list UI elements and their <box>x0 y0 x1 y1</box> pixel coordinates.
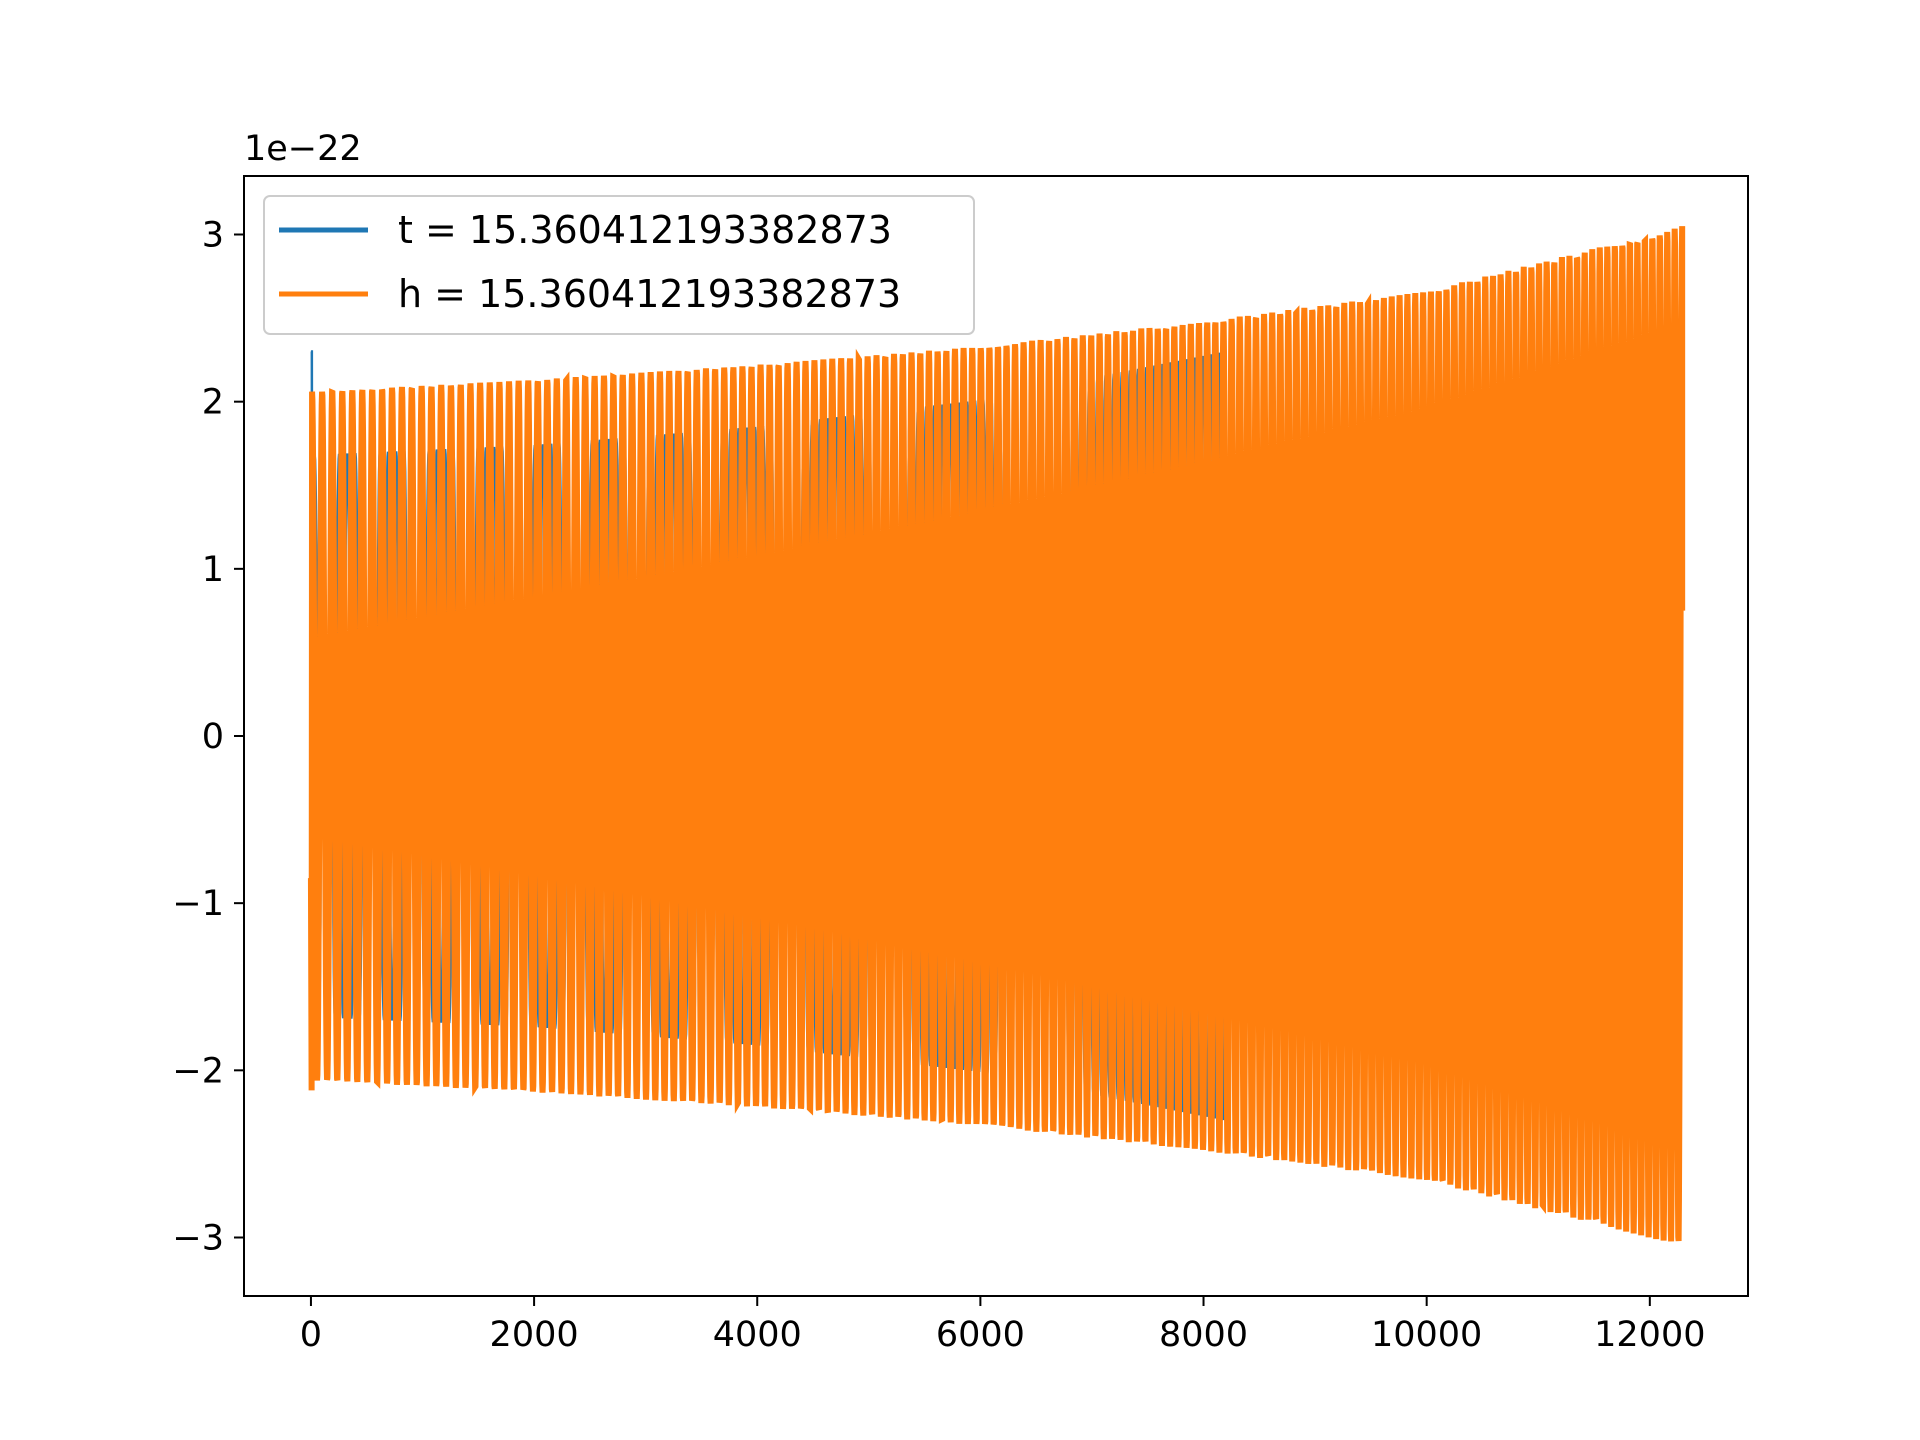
y-tick-label: 0 <box>202 717 224 757</box>
series-line-h <box>307 226 1686 1242</box>
x-tick-label: 2000 <box>490 1315 579 1355</box>
x-tick-label: 12000 <box>1594 1315 1705 1355</box>
y-tick-label: −2 <box>172 1051 224 1091</box>
y-axis: −3 −2 −1 0 1 2 3 <box>172 216 244 1258</box>
y-offset-label: 1e−22 <box>244 129 362 169</box>
y-tick-label: −3 <box>172 1218 224 1258</box>
legend-box <box>263 195 975 335</box>
x-tick-label: 10000 <box>1371 1315 1482 1355</box>
x-tick-label: 8000 <box>1159 1315 1248 1355</box>
x-tick-label: 6000 <box>936 1315 1025 1355</box>
x-tick-label: 0 <box>300 1315 322 1355</box>
plot-area <box>307 226 1686 1242</box>
legend: t = 15.360412193382873 h = 15.36041219338… <box>263 195 975 335</box>
y-tick-label: 2 <box>202 383 224 423</box>
x-axis: 0 2000 4000 6000 8000 10000 12000 <box>300 1296 1705 1355</box>
y-tick-label: 1 <box>202 550 224 590</box>
y-tick-label: 3 <box>202 216 224 256</box>
legend-label: t = 15.360412193382873 <box>398 208 892 252</box>
y-tick-label: −1 <box>172 884 224 924</box>
legend-label: h = 15.360412193382873 <box>398 272 901 316</box>
x-tick-label: 4000 <box>713 1315 802 1355</box>
